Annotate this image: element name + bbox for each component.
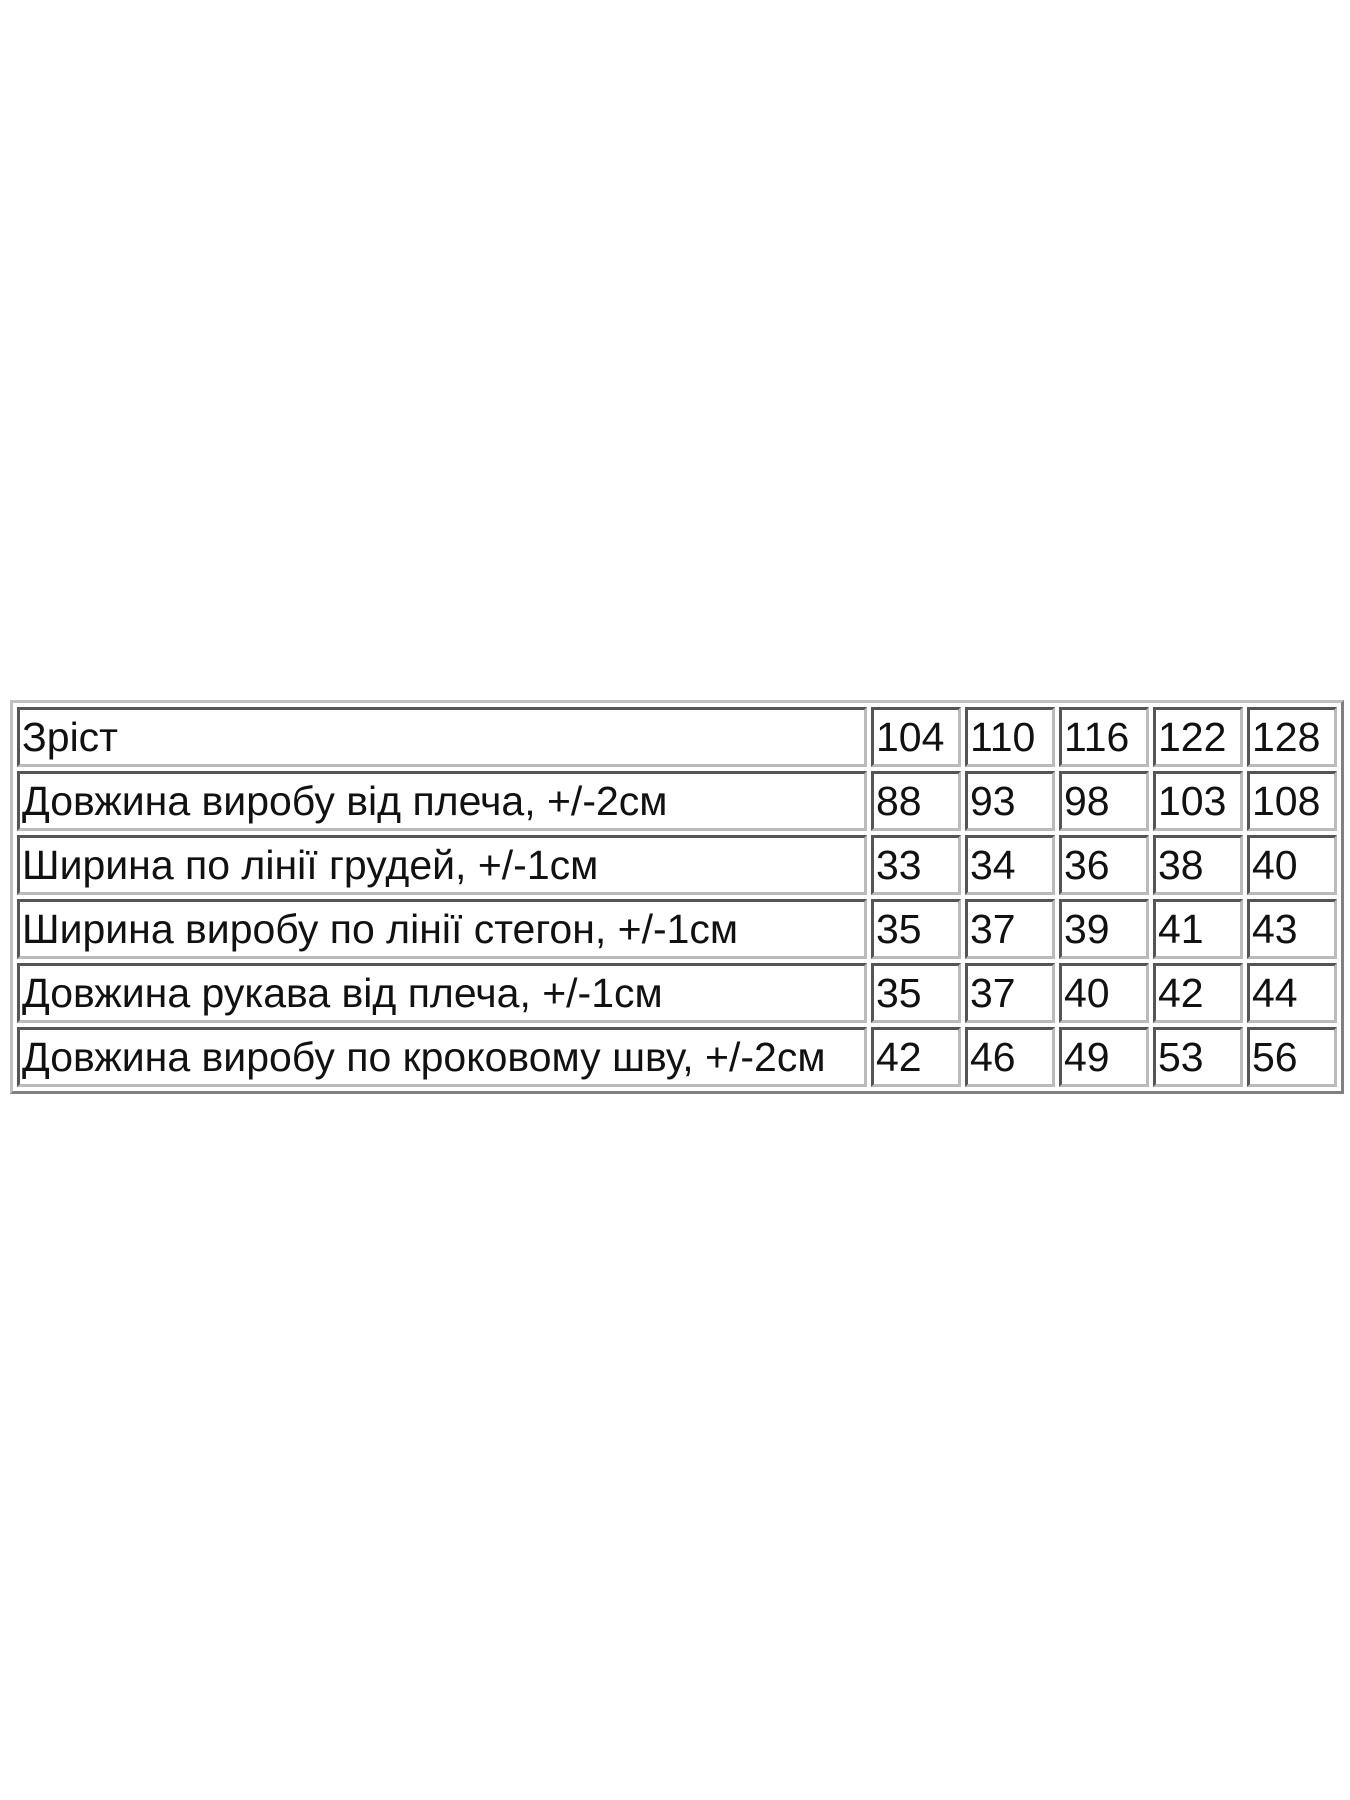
value-cell: 44 [1247,963,1337,1023]
value-cell: 36 [1059,835,1149,895]
value-cell: 37 [965,899,1055,959]
size-cell: 128 [1247,707,1337,767]
value-cell: 40 [1059,963,1149,1023]
size-cell: 116 [1059,707,1149,767]
row-label: Ширина по лінії грудей, +/-1см [17,835,867,895]
value-cell: 42 [1153,963,1243,1023]
value-cell: 35 [871,899,961,959]
value-cell: 49 [1059,1027,1149,1087]
table-row: Довжина виробу від плеча, +/-2см 88 93 98 10… [17,771,1337,831]
value-cell: 40 [1247,835,1337,895]
size-cell: 104 [871,707,961,767]
value-cell: 38 [1153,835,1243,895]
table-header-row: Зріст 104 110 116 122 128 [17,707,1337,767]
value-cell: 39 [1059,899,1149,959]
value-cell: 98 [1059,771,1149,831]
value-cell: 35 [871,963,961,1023]
row-label: Довжина рукава від плеча, +/-1см [17,963,867,1023]
value-cell: 93 [965,771,1055,831]
value-cell: 46 [965,1027,1055,1087]
value-cell: 56 [1247,1027,1337,1087]
value-cell: 43 [1247,899,1337,959]
table-row: Довжина виробу по кроковому шву, +/-2см 4… [17,1027,1337,1087]
value-cell: 108 [1247,771,1337,831]
row-label: Зріст [17,707,867,767]
size-chart-table: Зріст 104 110 116 122 128 Довжина виробу… [10,700,1344,1094]
table-row: Ширина по лінії грудей, +/-1см 33 34 36 38 40 [17,835,1337,895]
value-cell: 53 [1153,1027,1243,1087]
value-cell: 41 [1153,899,1243,959]
row-label: Ширина виробу по лінії стегон, +/-1см [17,899,867,959]
row-label: Довжина виробу по кроковому шву, +/-2см [17,1027,867,1087]
value-cell: 33 [871,835,961,895]
size-cell: 110 [965,707,1055,767]
value-cell: 37 [965,963,1055,1023]
value-cell: 34 [965,835,1055,895]
table-row: Ширина виробу по лінії стегон, +/-1см 35 3… [17,899,1337,959]
value-cell: 103 [1153,771,1243,831]
row-label: Довжина виробу від плеча, +/-2см [17,771,867,831]
table-row: Довжина рукава від плеча, +/-1см 35 37 40 42… [17,963,1337,1023]
value-cell: 88 [871,771,961,831]
size-cell: 122 [1153,707,1243,767]
value-cell: 42 [871,1027,961,1087]
